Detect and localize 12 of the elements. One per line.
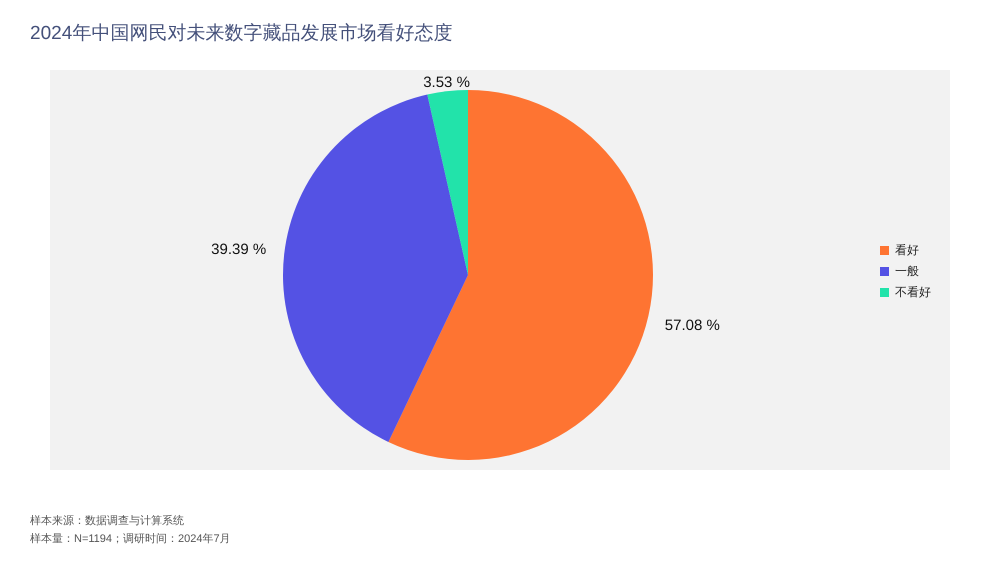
text: 样本量：N=1194；调研时间：2024年7月	[30, 532, 231, 547]
data-label: 39.39 %	[211, 240, 266, 258]
legend-label: 看好	[895, 242, 919, 259]
legend-label: 不看好	[895, 284, 931, 301]
data-label: 57.08 %	[664, 317, 720, 334]
pie-slice	[427, 90, 468, 275]
legend-label: 一般	[895, 263, 919, 280]
data-label: 3.53 %	[423, 74, 470, 92]
pie-slice	[283, 94, 468, 442]
text: 样本来源：数据调查与计算系统	[30, 514, 185, 529]
chart-title: 2024年中国网民对未来数字藏品发展市场看好态度	[30, 22, 452, 46]
pie-slice	[388, 90, 653, 460]
